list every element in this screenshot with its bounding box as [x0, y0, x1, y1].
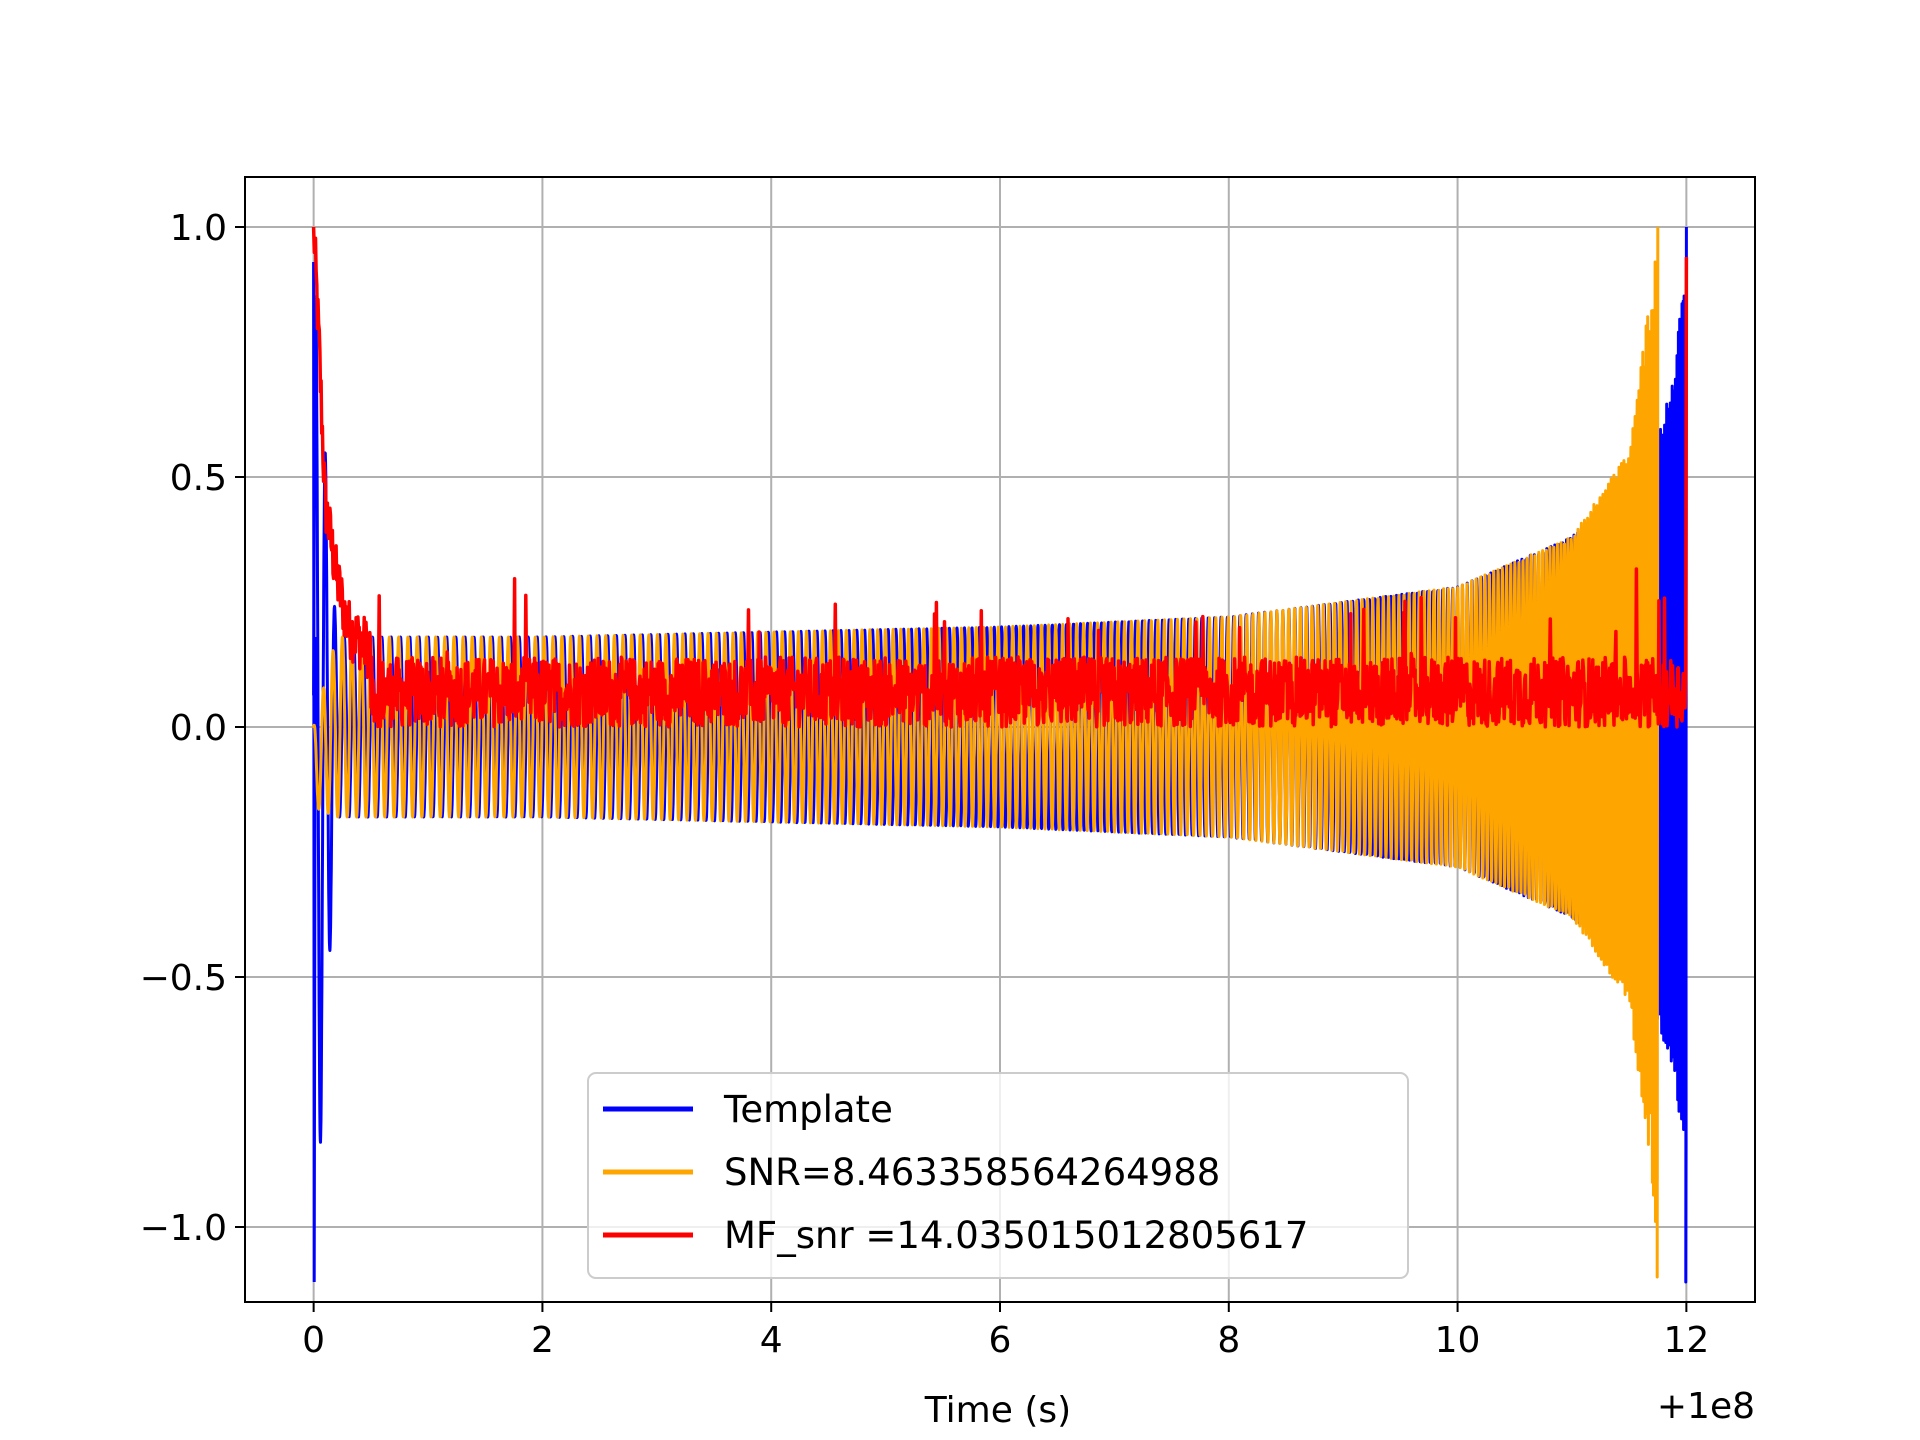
- legend-label-template: Template: [723, 1088, 893, 1131]
- x-tick-label: 8: [1217, 1320, 1240, 1361]
- series-snr-line: [312, 226, 1660, 1279]
- series-group: [311, 226, 1689, 1284]
- x-tick-label: 12: [1663, 1320, 1709, 1361]
- series-mf-snr-line: [311, 226, 1689, 729]
- legend: Template SNR=8.463358564264988 MF_snr =1…: [587, 1072, 1409, 1279]
- y-tick-label: −0.5: [140, 958, 227, 999]
- x-tick-label: 4: [760, 1320, 783, 1361]
- y-tick-label: 1.0: [170, 208, 227, 249]
- x-tick-label: 0: [302, 1320, 325, 1361]
- x-tick-label: 10: [1435, 1320, 1481, 1361]
- y-tick-label: 0.5: [170, 458, 227, 499]
- y-tick-label: 0.0: [170, 708, 227, 749]
- legend-box: [587, 1072, 1409, 1279]
- y-tick-label: −1.0: [140, 1208, 227, 1249]
- x-axis-offset-label: +1e8: [1657, 1386, 1755, 1427]
- legend-label-mf-snr: MF_snr =14.035015012805617: [724, 1214, 1308, 1257]
- x-axis-label: Time (s): [924, 1390, 1071, 1431]
- legend-label-snr: SNR=8.463358564264988: [724, 1151, 1220, 1194]
- x-axis-ticks: 0 2 4 6 8 10 12: [302, 1302, 1709, 1361]
- series-template-start-spike: [312, 261, 318, 1283]
- x-tick-label: 6: [989, 1320, 1012, 1361]
- y-axis-ticks: 1.0 0.5 0.0 −0.5 −1.0: [140, 208, 245, 1249]
- x-tick-label: 2: [531, 1320, 554, 1361]
